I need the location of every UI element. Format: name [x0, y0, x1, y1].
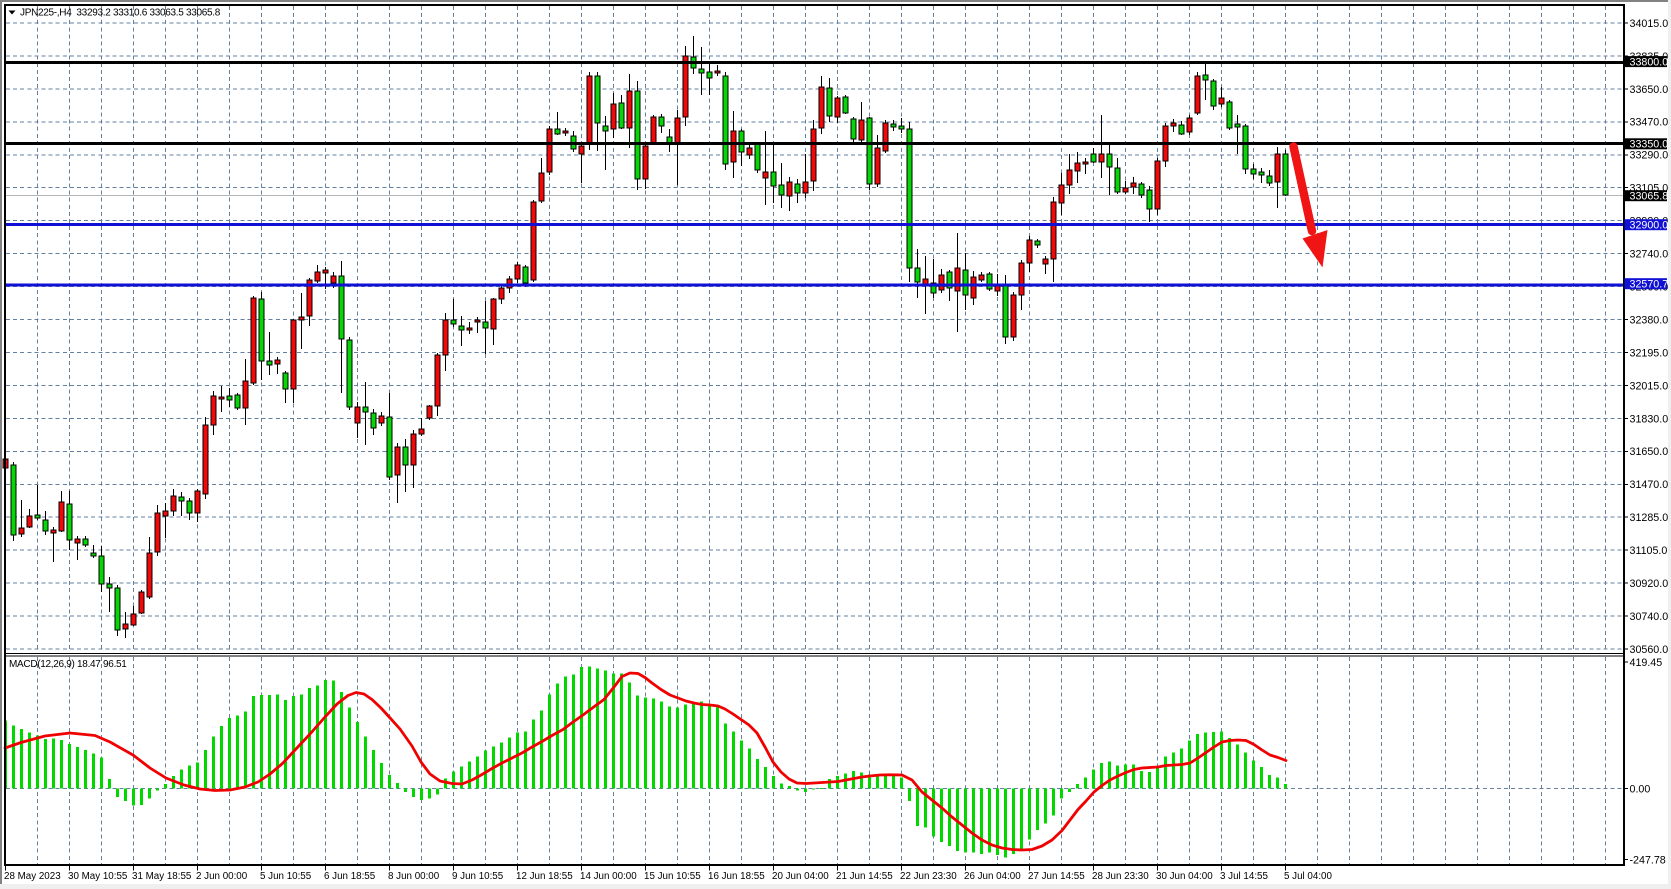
- svg-text:33650.0: 33650.0: [1630, 84, 1669, 96]
- svg-text:31830.0: 31830.0: [1630, 413, 1669, 425]
- svg-text:JPN225-,H4 33293.2 33310.6 33: JPN225-,H4 33293.2 33310.6 33063.5 33065…: [20, 8, 221, 19]
- svg-text:31470.0: 31470.0: [1630, 479, 1669, 491]
- svg-text:32740.0: 32740.0: [1630, 249, 1669, 261]
- svg-text:12 Jun 18:55: 12 Jun 18:55: [516, 871, 573, 882]
- svg-text:6 Jun 18:55: 6 Jun 18:55: [324, 871, 376, 882]
- svg-text:16 Jun 18:55: 16 Jun 18:55: [708, 871, 765, 882]
- svg-text:0.00: 0.00: [1630, 783, 1651, 795]
- svg-text:-247.78: -247.78: [1630, 854, 1666, 866]
- svg-text:20 Jun 04:00: 20 Jun 04:00: [772, 871, 829, 882]
- svg-text:33350.0: 33350.0: [1630, 139, 1669, 151]
- svg-text:33800.0: 33800.0: [1630, 56, 1669, 68]
- svg-text:28 Jun 23:30: 28 Jun 23:30: [1092, 871, 1149, 882]
- svg-text:32570.7: 32570.7: [1630, 279, 1669, 291]
- svg-text:5 Jul 04:00: 5 Jul 04:00: [1284, 871, 1332, 882]
- svg-text:14 Jun 00:00: 14 Jun 00:00: [580, 871, 637, 882]
- svg-text:32015.0: 32015.0: [1630, 380, 1669, 392]
- svg-text:MACD(12,26,9) 18.47 96.51: MACD(12,26,9) 18.47 96.51: [9, 659, 127, 670]
- svg-text:31 May 18:55: 31 May 18:55: [132, 871, 192, 882]
- svg-text:28 May 2023: 28 May 2023: [4, 871, 61, 882]
- svg-text:21 Jun 14:55: 21 Jun 14:55: [836, 871, 893, 882]
- svg-text:32195.0: 32195.0: [1630, 347, 1669, 359]
- svg-text:31105.0: 31105.0: [1630, 545, 1668, 557]
- svg-text:419.45: 419.45: [1630, 657, 1663, 669]
- svg-text:30 Jun 04:00: 30 Jun 04:00: [1156, 871, 1213, 882]
- svg-text:32900.0: 32900.0: [1630, 220, 1669, 232]
- svg-text:30 May 10:55: 30 May 10:55: [68, 871, 128, 882]
- svg-text:3 Jul 14:55: 3 Jul 14:55: [1220, 871, 1268, 882]
- svg-text:30920.0: 30920.0: [1630, 578, 1669, 590]
- svg-text:2 Jun 00:00: 2 Jun 00:00: [196, 871, 248, 882]
- svg-text:33065.8: 33065.8: [1630, 191, 1669, 203]
- svg-text:33470.0: 33470.0: [1630, 117, 1669, 129]
- svg-text:8 Jun 00:00: 8 Jun 00:00: [388, 871, 440, 882]
- svg-text:34015.0: 34015.0: [1630, 18, 1669, 30]
- svg-text:22 Jun 23:30: 22 Jun 23:30: [900, 871, 957, 882]
- svg-text:5 Jun 10:55: 5 Jun 10:55: [260, 871, 312, 882]
- svg-text:32380.0: 32380.0: [1630, 314, 1669, 326]
- svg-text:30740.0: 30740.0: [1630, 611, 1669, 623]
- svg-text:30560.0: 30560.0: [1630, 644, 1669, 656]
- svg-text:9 Jun 10:55: 9 Jun 10:55: [452, 871, 504, 882]
- svg-text:31650.0: 31650.0: [1630, 446, 1669, 458]
- svg-text:15 Jun 10:55: 15 Jun 10:55: [644, 871, 701, 882]
- svg-text:26 Jun 04:00: 26 Jun 04:00: [964, 871, 1021, 882]
- svg-text:27 Jun 14:55: 27 Jun 14:55: [1028, 871, 1085, 882]
- svg-text:31285.0: 31285.0: [1630, 512, 1669, 524]
- svg-text:33290.0: 33290.0: [1630, 150, 1669, 162]
